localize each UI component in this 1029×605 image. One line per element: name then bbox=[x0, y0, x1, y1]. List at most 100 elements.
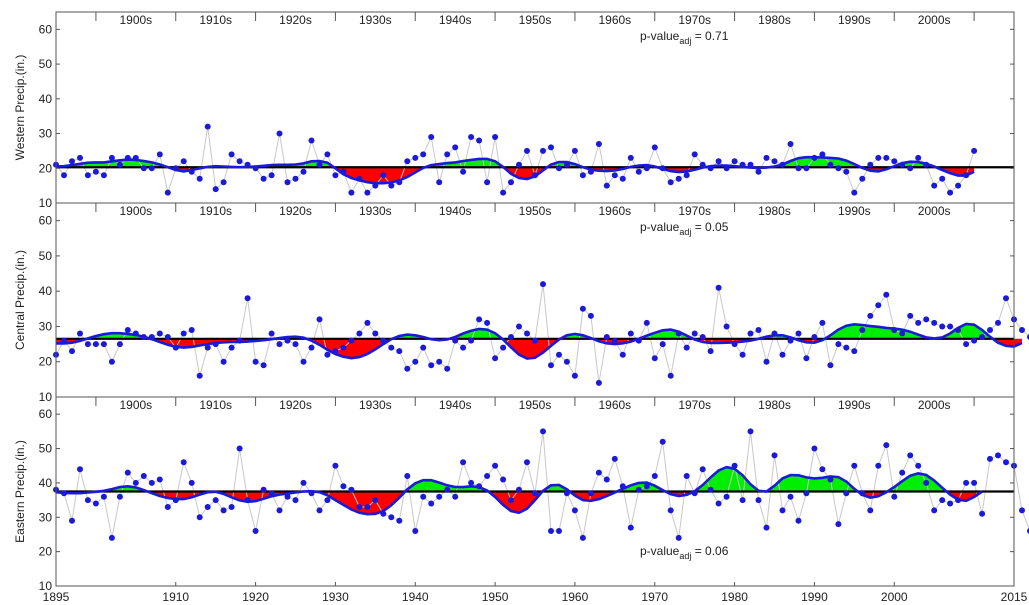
data-point bbox=[364, 319, 371, 326]
data-point bbox=[835, 521, 842, 528]
data-point bbox=[635, 486, 642, 493]
data-point bbox=[755, 168, 762, 175]
data-point bbox=[931, 182, 938, 189]
data-point bbox=[468, 134, 475, 140]
data-point bbox=[755, 327, 762, 333]
data-point bbox=[492, 462, 499, 469]
below-average-fill-8 bbox=[502, 338, 561, 359]
data-point bbox=[843, 490, 850, 497]
data-point bbox=[755, 497, 762, 504]
below-average-fill-10 bbox=[665, 491, 694, 496]
data-point bbox=[763, 154, 770, 161]
data-point bbox=[915, 319, 922, 326]
data-point bbox=[388, 344, 395, 351]
smoothed-trend-line bbox=[55, 155, 975, 185]
data-point bbox=[292, 497, 299, 504]
data-point bbox=[771, 452, 778, 459]
data-point bbox=[923, 161, 930, 168]
decade-label: 1900s bbox=[119, 204, 152, 218]
data-point bbox=[715, 284, 722, 291]
data-point bbox=[611, 337, 618, 344]
data-point bbox=[883, 291, 890, 298]
above-average-fill-13 bbox=[887, 473, 947, 492]
data-point bbox=[955, 182, 962, 189]
data-point bbox=[739, 351, 746, 358]
data-point bbox=[324, 151, 331, 158]
data-point bbox=[603, 334, 610, 340]
data-point bbox=[380, 510, 387, 517]
data-point bbox=[340, 483, 347, 490]
y-tick-label: 50 bbox=[39, 249, 53, 263]
data-point bbox=[388, 514, 395, 521]
data-point bbox=[891, 158, 898, 165]
data-point bbox=[100, 172, 107, 179]
data-point bbox=[172, 344, 179, 351]
y-tick-label: 50 bbox=[39, 57, 53, 71]
data-point bbox=[715, 500, 722, 507]
y-tick-label: 60 bbox=[39, 214, 53, 228]
data-point bbox=[699, 466, 706, 473]
data-point bbox=[332, 462, 339, 469]
data-point bbox=[915, 154, 922, 161]
data-point bbox=[923, 316, 930, 323]
data-point bbox=[108, 534, 115, 541]
data-point bbox=[556, 351, 562, 358]
data-point bbox=[148, 479, 155, 486]
data-point bbox=[452, 493, 459, 500]
data-point bbox=[140, 473, 147, 479]
decade-label: 2000s bbox=[918, 13, 951, 27]
data-point bbox=[196, 514, 203, 521]
data-point bbox=[819, 466, 826, 473]
data-point bbox=[627, 330, 634, 337]
data-point bbox=[747, 330, 754, 337]
data-point bbox=[164, 334, 171, 340]
data-point bbox=[372, 330, 379, 337]
data-point bbox=[308, 490, 315, 497]
data-point bbox=[260, 175, 267, 182]
data-point bbox=[228, 151, 235, 158]
data-point bbox=[651, 355, 658, 362]
data-point bbox=[220, 358, 227, 365]
y-tick-label: 10 bbox=[39, 196, 53, 210]
data-point bbox=[156, 330, 163, 337]
data-point bbox=[987, 327, 993, 333]
decade-label: 1990s bbox=[838, 13, 871, 27]
data-point bbox=[420, 493, 427, 500]
data-point bbox=[132, 154, 139, 161]
data-point bbox=[500, 189, 507, 196]
data-point bbox=[276, 341, 283, 348]
data-point bbox=[348, 486, 355, 493]
below-average-fill-4 bbox=[306, 338, 393, 359]
data-point bbox=[683, 473, 690, 479]
data-point bbox=[603, 182, 610, 189]
data-point bbox=[468, 479, 475, 486]
data-point bbox=[412, 358, 419, 365]
decade-label: 1920s bbox=[279, 398, 312, 412]
data-point bbox=[452, 337, 459, 344]
data-point bbox=[835, 341, 842, 348]
panel-frame bbox=[55, 202, 1015, 398]
data-point bbox=[220, 179, 227, 186]
data-point bbox=[484, 319, 491, 326]
data-point bbox=[348, 189, 355, 196]
data-point bbox=[556, 528, 562, 534]
data-point bbox=[260, 362, 267, 369]
y-tick-label: 30 bbox=[39, 319, 53, 333]
data-point bbox=[795, 330, 802, 337]
data-point bbox=[276, 130, 283, 137]
data-point bbox=[1019, 507, 1025, 514]
y-tick-label: 30 bbox=[39, 510, 53, 524]
x-tick-label: 2000 bbox=[881, 590, 908, 604]
data-point bbox=[124, 327, 131, 333]
data-point bbox=[164, 504, 171, 510]
y-tick-label: 60 bbox=[39, 22, 53, 36]
data-point bbox=[771, 158, 778, 165]
data-point bbox=[739, 161, 746, 168]
data-point bbox=[396, 517, 403, 524]
data-point bbox=[707, 486, 714, 493]
below-average-fill-16 bbox=[992, 338, 1022, 347]
data-point bbox=[444, 151, 451, 158]
x-tick-label: 1950 bbox=[482, 590, 509, 604]
y-tick-label: 30 bbox=[39, 127, 53, 141]
above-average-fill-9 bbox=[617, 482, 666, 492]
